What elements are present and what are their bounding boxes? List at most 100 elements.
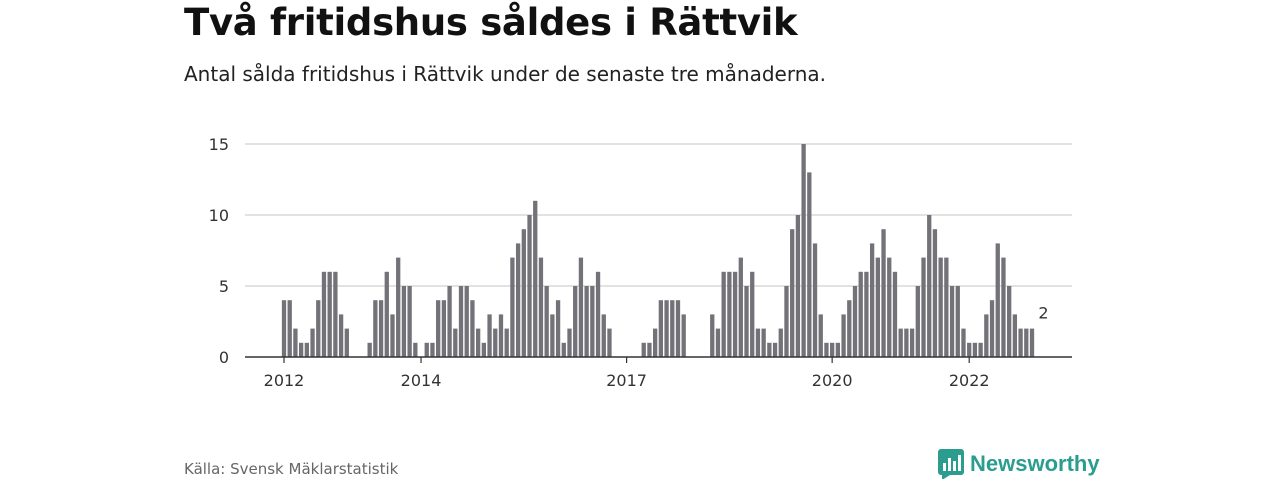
x-axis-ticks: 2012 2014 2017 2020 2022 (264, 357, 990, 390)
bar (481, 342, 486, 357)
bar (447, 286, 452, 357)
y-tick-label: 5 (219, 277, 229, 296)
bar (995, 243, 1000, 357)
x-tick-label: 2012 (264, 371, 305, 390)
bar (436, 300, 441, 357)
bar (521, 229, 526, 357)
bar (795, 215, 801, 357)
bar (515, 243, 521, 357)
chart-subtitle: Antal sålda fritidshus i Rättvik under d… (184, 62, 827, 86)
bar (750, 271, 755, 357)
bar (830, 342, 835, 357)
bar (772, 342, 778, 357)
bar (498, 314, 504, 357)
bar (281, 300, 287, 357)
x-tick-label: 2022 (949, 371, 990, 390)
bar (732, 271, 738, 357)
bar (293, 328, 298, 357)
bar (333, 271, 338, 357)
bar (955, 286, 960, 357)
bar (721, 271, 726, 357)
bar (852, 286, 858, 357)
bar (538, 257, 544, 357)
bar (938, 257, 943, 357)
bar (573, 286, 578, 357)
bar (487, 314, 492, 357)
bar (464, 286, 469, 357)
bar (818, 314, 823, 357)
bar (812, 243, 818, 357)
bar (390, 314, 395, 357)
brand-name: Newsworthy (970, 451, 1100, 476)
bar (664, 300, 669, 357)
bar (1012, 314, 1018, 357)
newsworthy-logo: Newsworthy (938, 449, 1100, 479)
bar-chart: 0 5 10 15 2012 2014 2017 2020 2022 2 (209, 135, 1072, 390)
y-tick-label: 0 (219, 348, 229, 367)
bar (670, 300, 675, 357)
bar (807, 172, 812, 357)
bar (915, 286, 920, 357)
highlight-value-label: 2 (1038, 304, 1048, 323)
bar (493, 328, 498, 357)
bar (887, 257, 892, 357)
bar (978, 342, 983, 357)
bar (675, 300, 681, 357)
bar (801, 144, 806, 357)
bar (310, 328, 315, 357)
bar (921, 257, 926, 357)
bar (321, 271, 327, 357)
bar (373, 300, 378, 357)
bar (647, 342, 652, 357)
bar (316, 300, 321, 357)
bar (961, 328, 966, 357)
bar (835, 342, 841, 357)
bar (755, 328, 761, 357)
bar (744, 286, 749, 357)
bar (550, 314, 555, 357)
bar (344, 328, 349, 357)
bar (715, 328, 721, 357)
bar (738, 257, 743, 357)
bar (470, 300, 475, 357)
bars (281, 144, 1035, 357)
newsworthy-chart-logo-icon (938, 449, 964, 479)
bar (653, 328, 658, 357)
bar (601, 314, 606, 357)
bar (881, 229, 886, 357)
bar (475, 328, 481, 357)
x-tick-label: 2014 (401, 371, 442, 390)
chart-title: Två fritidshus såldes i Rättvik (184, 1, 798, 44)
bar (298, 342, 304, 357)
bar (327, 271, 332, 357)
bar (304, 342, 309, 357)
y-tick-label: 15 (209, 135, 229, 154)
y-tick-label: 10 (209, 206, 229, 225)
bar (441, 300, 447, 357)
bar (407, 286, 412, 357)
bar (1029, 328, 1035, 357)
bar (984, 314, 989, 357)
bar (841, 314, 846, 357)
bar (710, 314, 715, 357)
bar (401, 286, 407, 357)
bar (504, 328, 509, 357)
bar (555, 300, 561, 357)
bar (967, 342, 972, 357)
bar (544, 286, 549, 357)
bar (927, 215, 932, 357)
bar (384, 271, 389, 357)
bar (898, 328, 903, 357)
bar (864, 271, 869, 357)
bar (727, 271, 732, 357)
bar (989, 300, 995, 357)
bar (396, 257, 401, 357)
bar (1018, 328, 1023, 357)
bar (590, 286, 595, 357)
bar (578, 257, 584, 357)
bar (595, 271, 601, 357)
bar (858, 271, 863, 357)
bar (338, 314, 344, 357)
bar (561, 342, 566, 357)
bar (909, 328, 915, 357)
